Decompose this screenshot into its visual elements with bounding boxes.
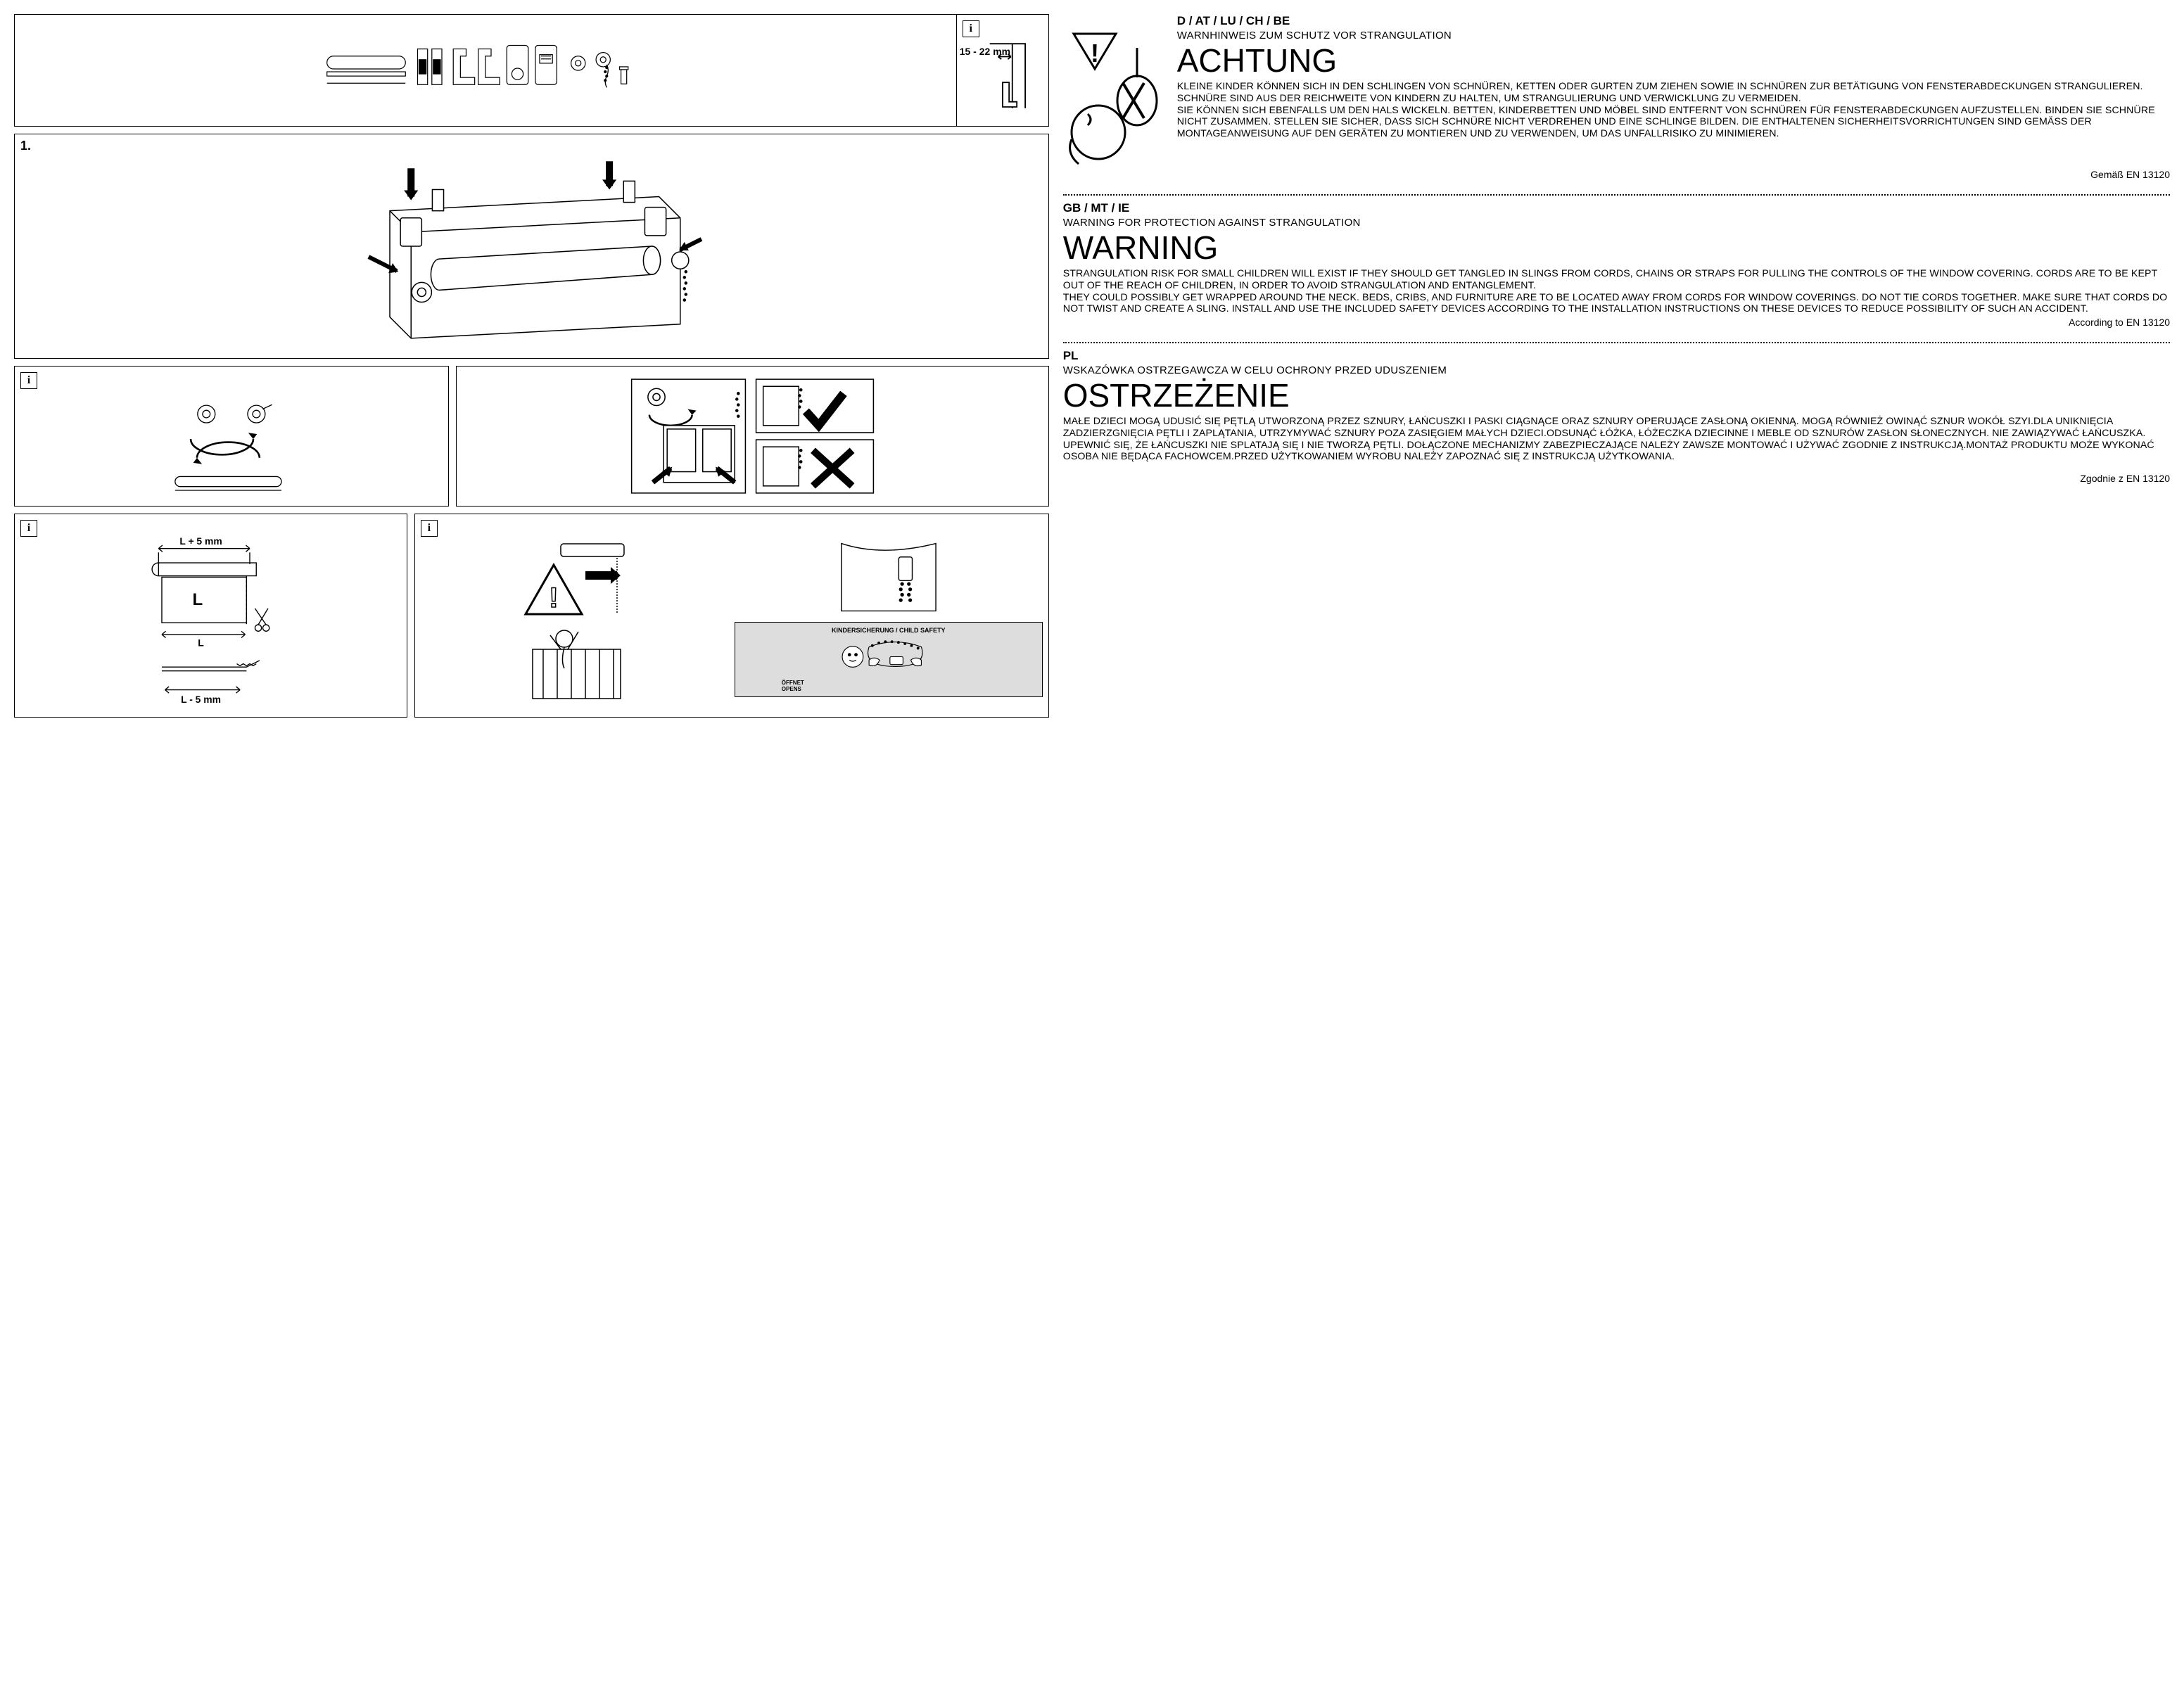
step1-label: 1. xyxy=(20,139,31,153)
operation-info-row: i xyxy=(14,366,1049,507)
info-icon: i xyxy=(20,372,37,389)
opens-label-de: ÖFFNET xyxy=(782,680,804,686)
rotation-illustration xyxy=(20,389,443,502)
info-icon: i xyxy=(421,520,438,537)
svg-text:!: ! xyxy=(549,582,558,613)
chain-operation-box xyxy=(456,366,1049,507)
l-plus-label: L + 5 mm xyxy=(179,537,222,547)
en-subtitle: WARNING FOR PROTECTION AGAINST STRANGULA… xyxy=(1063,217,2170,229)
de-standard: Gemäß EN 13120 xyxy=(1063,169,2170,180)
separator xyxy=(1063,342,2170,343)
strangulation-warning-icon: ! xyxy=(1063,14,1169,167)
en-countries: GB / MT / IE xyxy=(1063,201,2170,215)
pl-countries: PL xyxy=(1063,349,2170,363)
warning-section-de: ! D / AT / LU / CH / BE WARNHINWE xyxy=(1063,14,2170,180)
step1-illustration xyxy=(20,140,1043,352)
pl-standard: Zgodnie z EN 13120 xyxy=(1063,473,2170,484)
pl-body: MAŁE DZIECI MOGĄ UDUSIĆ SIĘ PĘTLĄ UTWORZ… xyxy=(1063,416,2170,463)
en-body: STRANGULATION RISK FOR SMALL CHILDREN WI… xyxy=(1063,268,2170,315)
parts-list-area xyxy=(15,15,957,126)
diagrams-column: i 15 - 22 mm 1. xyxy=(14,14,1049,718)
de-body: KLEINE KINDER KÖNNEN SICH IN DEN SCHLING… xyxy=(1177,81,2170,140)
crib-warning-illustration: ! xyxy=(421,537,729,713)
l-main-label: L xyxy=(193,590,203,609)
cutting-illustration: L + 5 mm L L L - 5 mm xyxy=(20,537,401,713)
en-standard: According to EN 13120 xyxy=(1063,317,2170,328)
cutting-guide-box: i xyxy=(14,514,407,718)
safety-clip-detail xyxy=(735,537,1043,618)
de-heading: ACHTUNG xyxy=(1177,44,2170,77)
l-mid-label: L xyxy=(198,637,204,649)
rotation-direction-box: i xyxy=(14,366,449,507)
clearance-measurement: 15 - 22 mm xyxy=(960,46,1010,57)
info-icon: i xyxy=(20,520,37,537)
de-countries: D / AT / LU / CH / BE xyxy=(1177,14,2170,28)
chain-operation-illustration xyxy=(462,372,1043,500)
child-safety-box: i ! xyxy=(414,514,1049,718)
clearance-info-panel: i 15 - 22 mm xyxy=(957,15,1048,126)
info-icon: i xyxy=(963,20,979,37)
svg-text:!: ! xyxy=(1091,39,1099,68)
separator xyxy=(1063,194,2170,196)
de-subtitle: WARNHINWEIS ZUM SCHUTZ VOR STRANGULATION xyxy=(1177,30,2170,42)
child-safety-hands xyxy=(739,634,1038,680)
parts-overview-box: i 15 - 22 mm xyxy=(14,14,1049,127)
step1-assembly-box: 1. xyxy=(14,134,1049,359)
pl-subtitle: WSKAZÓWKA OSTRZEGAWCZA W CELU OCHRONY PR… xyxy=(1063,364,2170,376)
warnings-column: ! D / AT / LU / CH / BE WARNHINWE xyxy=(1063,14,2170,718)
pl-heading: OSTRZEŻENIE xyxy=(1063,379,2170,412)
warning-section-en: GB / MT / IE WARNING FOR PROTECTION AGAI… xyxy=(1063,201,2170,328)
warning-section-pl: PL WSKAZÓWKA OSTRZEGAWCZA W CELU OCHRONY… xyxy=(1063,349,2170,484)
bottom-info-row: i xyxy=(14,514,1049,718)
child-safety-title: KINDERSICHERUNG / CHILD SAFETY xyxy=(739,627,1038,634)
en-heading: WARNING xyxy=(1063,231,2170,264)
parts-illustration xyxy=(20,20,951,120)
child-safety-label-box: KINDERSICHERUNG / CHILD SAFETY xyxy=(735,622,1043,697)
opens-label-en: OPENS xyxy=(782,686,801,692)
l-minus-label: L - 5 mm xyxy=(181,694,221,705)
